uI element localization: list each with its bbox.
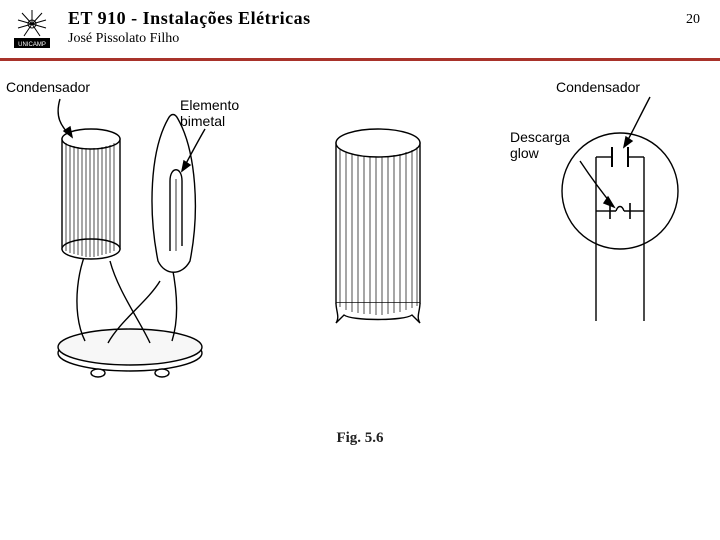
title-block: ET 910 - Instalações Elétricas José Piss… — [68, 8, 686, 47]
page-title: ET 910 - Instalações Elétricas — [68, 8, 686, 29]
page-number: 20 — [686, 8, 704, 28]
page-author: José Pissolato Filho — [68, 31, 686, 47]
figure-caption: Fig. 5.6 — [0, 430, 720, 447]
svg-text:UNICAMP: UNICAMP — [18, 42, 46, 48]
label-condensador-right: Condensador — [556, 79, 640, 95]
label-descarga-glow: Descarga glow — [510, 129, 570, 161]
label-condensador-left: Condensador — [6, 79, 90, 95]
figure-area: Condensador Elemento bimetal Condensador… — [0, 61, 720, 461]
label-elemento-bimetal: Elemento bimetal — [180, 97, 239, 129]
figure-svg — [0, 61, 720, 461]
unicamp-logo: UNICAMP — [10, 8, 54, 52]
slide-header: UNICAMP ET 910 - Instalações Elétricas J… — [0, 0, 720, 61]
